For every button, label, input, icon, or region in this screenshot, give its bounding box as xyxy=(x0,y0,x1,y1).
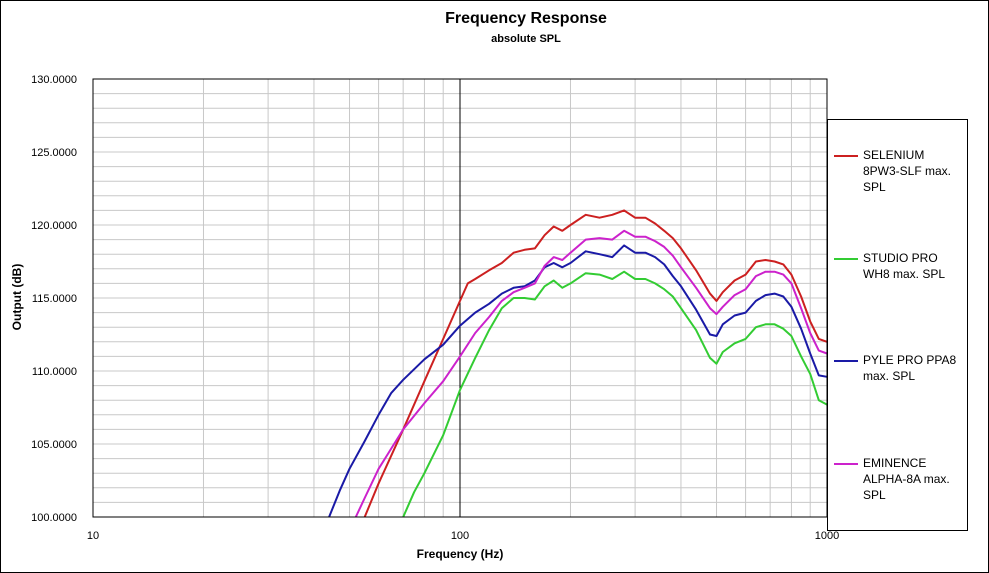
y-tick-label: 105.0000 xyxy=(31,439,77,451)
legend-item-selenium: SELENIUM 8PW3-SLF max. SPL xyxy=(834,147,964,195)
legend-label-eminence: EMINENCE ALPHA-8A max. SPL xyxy=(863,456,950,502)
y-tick-label: 110.0000 xyxy=(32,366,77,378)
series-lines xyxy=(328,209,828,518)
legend-swatch-eminence xyxy=(834,463,858,465)
chart-title: Frequency Response xyxy=(445,10,607,27)
y-tick-label: 120.0000 xyxy=(31,220,77,232)
legend-label-pyle-pro: PYLE PRO PPA8 max. SPL xyxy=(863,353,957,383)
legend: SELENIUM 8PW3-SLF max. SPL STUDIO PRO WH… xyxy=(827,119,968,531)
x-axis-label: Frequency (Hz) xyxy=(417,547,504,561)
y-tick-label: 130.0000 xyxy=(31,74,77,86)
legend-label-selenium: SELENIUM 8PW3-SLF max. SPL xyxy=(863,148,952,194)
tick-labels: 100.0000 105.0000 110.0000 115.0000 120.0000… xyxy=(31,74,839,542)
y-tick-label: 100.0000 xyxy=(31,512,77,524)
legend-item-eminence: EMINENCE ALPHA-8A max. SPL xyxy=(834,455,964,503)
legend-item-pyle-pro: PYLE PRO PPA8 max. SPL xyxy=(834,352,964,384)
y-tick-label: 125.0000 xyxy=(31,147,77,159)
legend-label-studio-pro: STUDIO PRO WH8 max. SPL xyxy=(863,251,946,281)
x-tick-label: 10 xyxy=(87,530,99,542)
y-tick-label: 115.0000 xyxy=(32,293,77,305)
legend-swatch-selenium xyxy=(834,155,858,157)
legend-swatch-studio-pro xyxy=(834,258,858,260)
legend-item-studio-pro: STUDIO PRO WH8 max. SPL xyxy=(834,250,964,282)
series-line-3 xyxy=(354,229,828,518)
x-tick-label: 100 xyxy=(451,530,469,542)
x-tick-label: 1000 xyxy=(815,530,839,542)
legend-swatch-pyle-pro xyxy=(834,360,858,362)
chart-subtitle: absolute SPL xyxy=(491,33,561,45)
series-line-0 xyxy=(363,209,828,518)
grid xyxy=(93,79,827,517)
y-axis-label: Output (dB) xyxy=(10,264,24,331)
series-line-1 xyxy=(402,270,828,518)
series-line-2 xyxy=(328,244,828,518)
